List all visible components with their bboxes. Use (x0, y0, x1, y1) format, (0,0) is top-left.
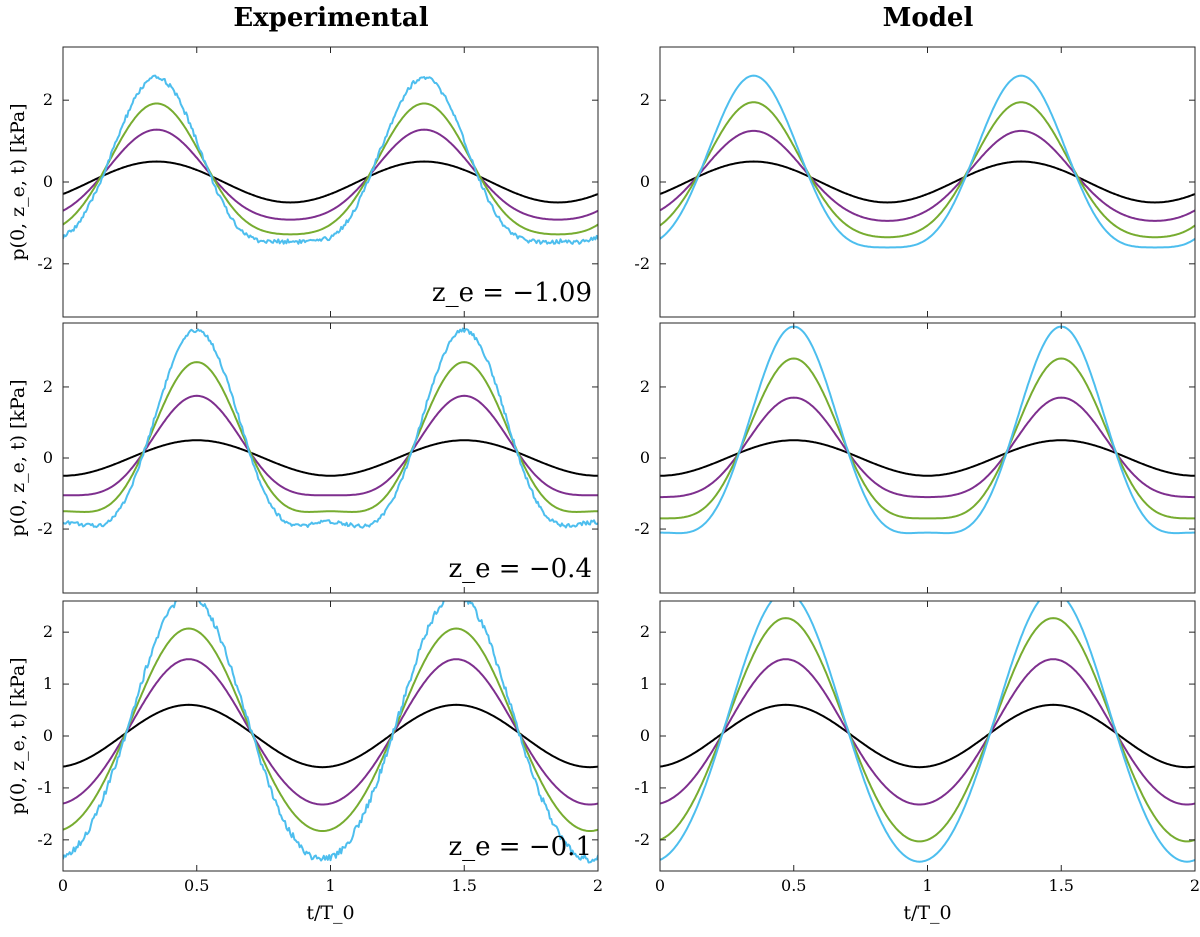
series-green-exp-3 (63, 627, 598, 832)
series-purple-exp-2 (63, 394, 598, 497)
series-cyan-mod-3 (660, 601, 1195, 863)
axes-frame-exp-2 (62, 322, 599, 594)
y-axis-label: p(0, z_e, t) [kPa] (7, 103, 29, 260)
series-purple-mod-1 (660, 129, 1195, 222)
x-axis-label: t/T_0 (306, 902, 354, 924)
y-tick-label: 2 (640, 377, 650, 396)
x-tick-label: 1 (922, 876, 932, 895)
column-title-experimental: Experimental (233, 3, 428, 33)
y-tick-label: 0 (43, 726, 53, 745)
column-title-model: Model (883, 3, 974, 33)
y-tick-label: -2 (634, 254, 650, 273)
series-cyan-exp-2 (63, 327, 598, 529)
y-tick-label: 2 (43, 377, 53, 396)
panel-mod-2: 2 0 -2 (634, 322, 1196, 594)
series-green-mod-2 (660, 357, 1195, 520)
ze-annotation: z_e = −0.1 (448, 832, 592, 862)
series-purple-mod-3 (660, 658, 1195, 806)
x-tick-label: 0 (655, 876, 665, 895)
series-green-exp-1 (63, 102, 598, 236)
y-tick-label: 1 (43, 674, 53, 693)
series-black-mod-1 (660, 160, 1195, 204)
series-black-exp-2 (63, 439, 598, 477)
y-tick-label: 1 (640, 674, 650, 693)
y-tick-label: 2 (43, 90, 53, 109)
series-green-mod-1 (660, 101, 1195, 239)
series-cyan-exp-3 (63, 601, 598, 864)
series-purple-exp-1 (63, 128, 598, 221)
x-tick-label: 1.5 (1049, 876, 1074, 895)
y-tick-label: 0 (43, 172, 53, 191)
y-tick-label: 0 (640, 448, 650, 467)
series-cyan-mod-2 (660, 325, 1195, 535)
ze-annotation: z_e = −0.4 (448, 554, 592, 584)
x-tick-label: 2 (1190, 876, 1200, 895)
series-black-exp-1 (63, 160, 598, 204)
x-tick-label: 0 (58, 876, 68, 895)
series-purple-exp-3 (63, 658, 598, 806)
x-tick-label: 0.5 (781, 876, 806, 895)
panel-grid: 2 0 -2 p(0, z_e, t) [kPa] z_e = −1.09 2 0 -2 2 0 -… (7, 46, 1200, 924)
x-axis-label: t/T_0 (903, 902, 951, 924)
series-green-exp-2 (63, 361, 598, 513)
y-tick-label: -2 (37, 830, 53, 849)
ze-annotation: z_e = −1.09 (432, 278, 592, 308)
axes-frame-mod-3 (659, 600, 1196, 872)
x-tick-label: 1.5 (452, 876, 477, 895)
series-purple-mod-2 (660, 396, 1195, 499)
panel-exp-3: 0 0.5 1 1.5 2 2 1 0 -1 -2 p(0, z_e, t) [kPa] t/T_0 z… (7, 600, 603, 924)
x-tick-label: 2 (593, 876, 603, 895)
panel-mod-3: 0 0.5 1 1.5 2 2 1 0 -1 -2 t/T_0 (634, 600, 1200, 924)
series-green-mod-3 (660, 617, 1195, 843)
y-tick-label: -2 (37, 519, 53, 538)
y-tick-label: -1 (37, 778, 53, 797)
y-tick-label: 0 (640, 172, 650, 191)
y-tick-label: 0 (640, 726, 650, 745)
panel-mod-1: 2 0 -2 (634, 46, 1196, 318)
y-tick-label: 2 (640, 90, 650, 109)
series-cyan-exp-1 (63, 74, 598, 245)
x-tick-label: 0.5 (184, 876, 209, 895)
y-tick-label: 2 (640, 622, 650, 641)
x-tick-label: 1 (325, 876, 335, 895)
panel-exp-2: 2 0 -2 p(0, z_e, t) [kPa] z_e = −0.4 (7, 322, 599, 594)
axes-frame-mod-1 (659, 46, 1196, 318)
y-axis-label: p(0, z_e, t) [kPa] (7, 657, 29, 814)
series-cyan-mod-1 (660, 74, 1195, 249)
series-black-mod-2 (660, 439, 1195, 477)
axes-frame-mod-2 (659, 322, 1196, 594)
series-black-exp-3 (63, 703, 598, 769)
y-tick-label: 0 (43, 448, 53, 467)
y-tick-label: -2 (634, 519, 650, 538)
y-tick-label: -2 (634, 830, 650, 849)
panel-exp-1: 2 0 -2 p(0, z_e, t) [kPa] z_e = −1.09 (7, 46, 599, 318)
y-tick-label: -2 (37, 254, 53, 273)
y-axis-label: p(0, z_e, t) [kPa] (7, 379, 29, 536)
y-tick-label: 2 (43, 622, 53, 641)
y-tick-label: -1 (634, 778, 650, 797)
series-black-mod-3 (660, 703, 1195, 769)
